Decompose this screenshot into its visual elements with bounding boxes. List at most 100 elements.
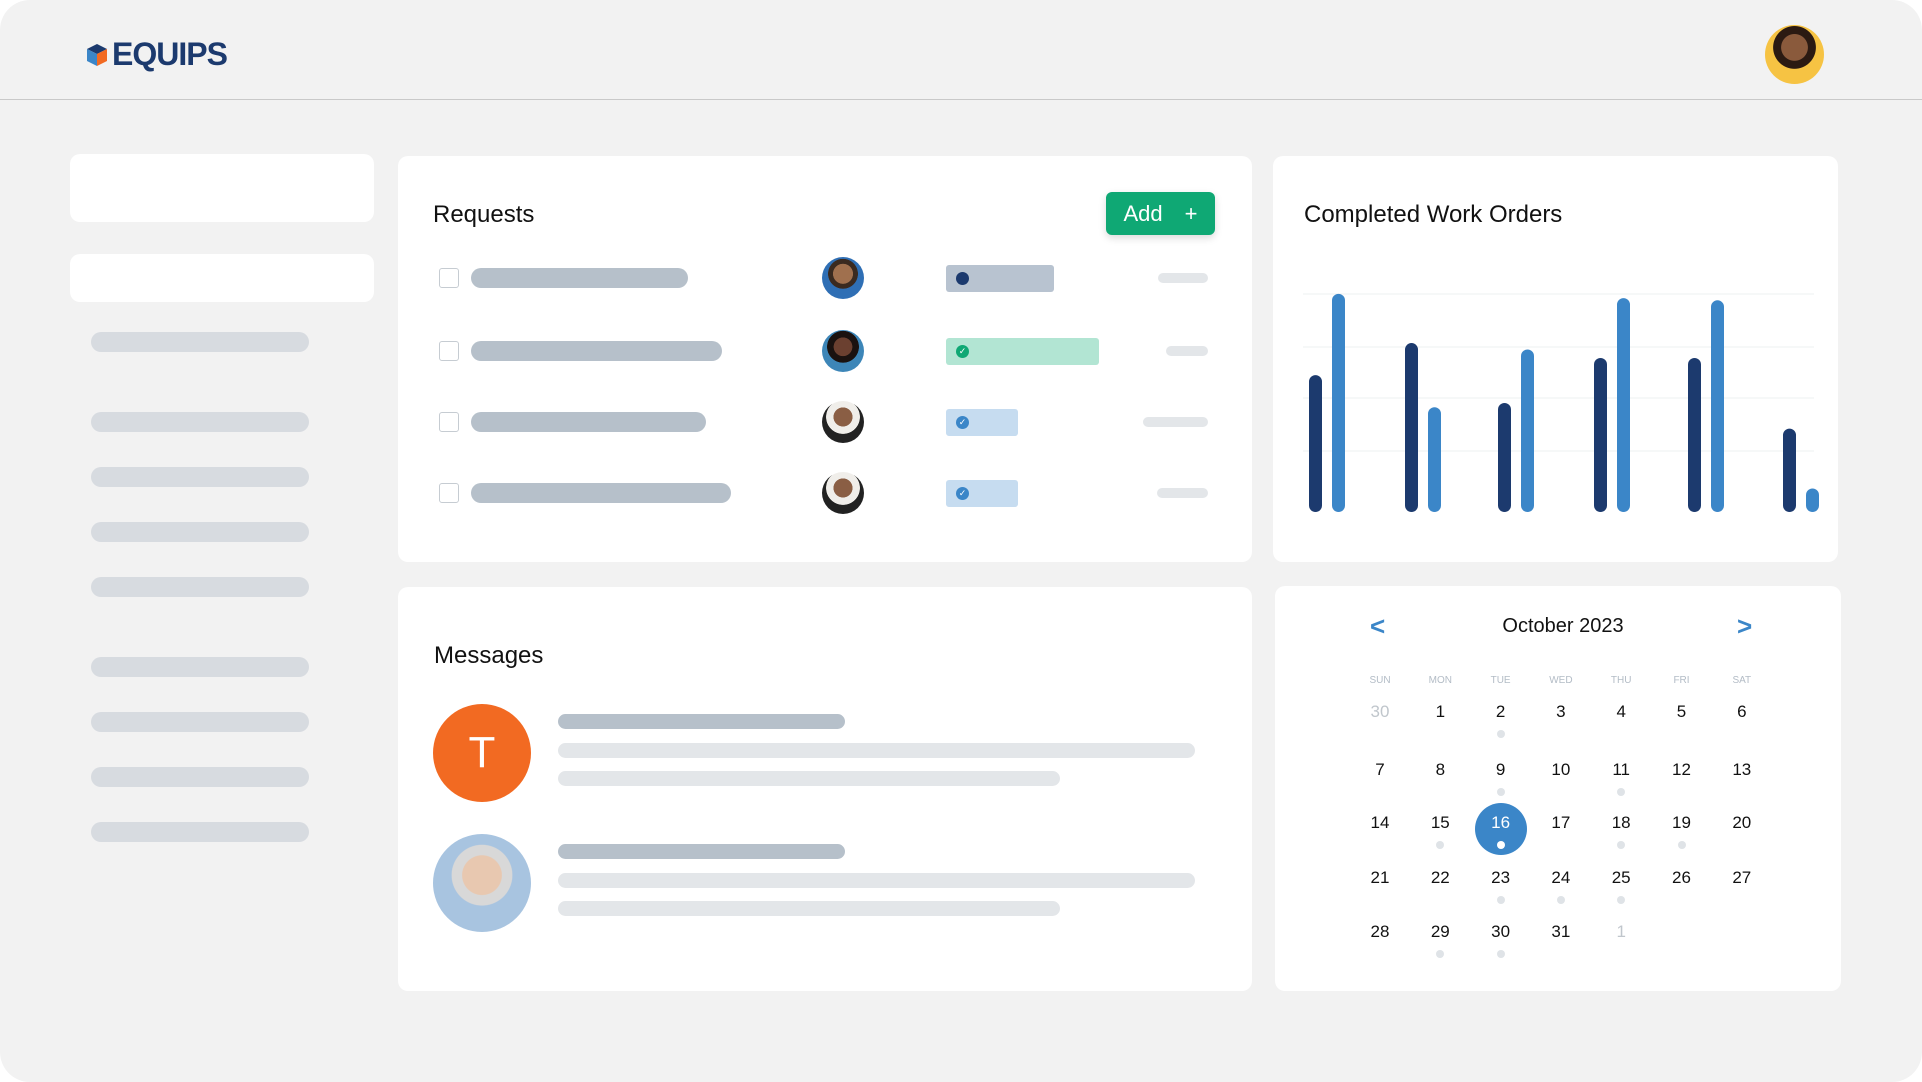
add-request-button[interactable]: Add +: [1106, 192, 1215, 235]
calendar-day[interactable]: 27: [1732, 868, 1752, 887]
bar-series1-2[interactable]: [1405, 343, 1418, 512]
calendar-day[interactable]: 19: [1672, 813, 1691, 832]
calendar-day[interactable]: 25: [1611, 868, 1631, 887]
calendar-day[interactable]: 26: [1672, 868, 1691, 887]
message-sender-placeholder: [558, 714, 845, 729]
event-dot: [1496, 841, 1505, 849]
calendar-day[interactable]: 6: [1737, 702, 1747, 721]
calendar-day[interactable]: 22: [1430, 868, 1450, 887]
calendar-day[interactable]: 21: [1370, 868, 1390, 887]
sender-initial-avatar[interactable]: T: [433, 704, 531, 802]
calendar-day[interactable]: 18: [1611, 813, 1631, 832]
calendar-day[interactable]: 24: [1551, 868, 1571, 887]
calendar-day[interactable]: 30: [1491, 922, 1511, 941]
bar-series1-4[interactable]: [1594, 358, 1607, 512]
calendar-day[interactable]: 29: [1430, 922, 1450, 941]
event-dot: [1496, 788, 1505, 796]
sidebar-item-placeholder[interactable]: [91, 657, 309, 677]
calendar-day[interactable]: 9: [1495, 760, 1506, 779]
bar-series1-1[interactable]: [1309, 375, 1322, 512]
message-sender-placeholder: [558, 844, 845, 859]
calendar-day[interactable]: 4: [1616, 702, 1626, 721]
bar-series2-1[interactable]: [1332, 293, 1345, 512]
sidebar-item-placeholder[interactable]: [91, 412, 309, 432]
sidebar-item-placeholder[interactable]: [91, 577, 309, 597]
add-label: Add: [1123, 200, 1163, 226]
calendar-day[interactable]: 10: [1551, 760, 1571, 779]
calendar-day[interactable]: 13: [1732, 760, 1752, 779]
bar-series2-3[interactable]: [1521, 349, 1534, 512]
event-dot: [1496, 896, 1505, 904]
event-dot: [1436, 841, 1445, 849]
calendar-day[interactable]: 8: [1435, 760, 1446, 779]
row-checkbox[interactable]: [439, 268, 459, 288]
status-badge: ✓: [946, 480, 1018, 507]
bar-series1-3[interactable]: [1498, 402, 1511, 512]
sidebar-block[interactable]: [70, 154, 374, 222]
calendar-day[interactable]: 3: [1556, 702, 1566, 721]
sidebar-item-placeholder[interactable]: [91, 712, 309, 732]
weekday-wed: WED: [1549, 675, 1573, 686]
prev-month-button[interactable]: <: [1370, 611, 1386, 641]
check-circle-icon: ✓: [956, 416, 969, 429]
check-circle-icon: ✓: [956, 487, 969, 500]
calendar-day[interactable]: 30: [1370, 702, 1390, 721]
row-checkbox[interactable]: [439, 341, 459, 361]
next-month-button[interactable]: >: [1737, 611, 1753, 641]
calendar-day[interactable]: 17: [1551, 813, 1571, 832]
calendar-day[interactable]: 14: [1370, 813, 1390, 832]
date-placeholder: [1143, 417, 1208, 427]
event-dot: [1617, 841, 1626, 849]
user-avatar[interactable]: [1765, 25, 1824, 84]
status-badge: [946, 265, 1054, 292]
bar-series2-2[interactable]: [1428, 407, 1441, 512]
sidebar-item-placeholder[interactable]: [91, 767, 309, 787]
calendar-day[interactable]: 1: [1435, 702, 1446, 721]
status-badge: ✓: [946, 338, 1099, 365]
weekday-tue: TUE: [1490, 675, 1511, 686]
sidebar-item-placeholder[interactable]: [91, 467, 309, 487]
weekday-sun: SUN: [1369, 675, 1391, 686]
calendar-day[interactable]: 28: [1370, 922, 1390, 941]
clock-icon: [956, 272, 969, 285]
bookmark-check-icon: ✓: [956, 345, 969, 358]
calendar-day[interactable]: 2: [1495, 702, 1506, 721]
row-checkbox[interactable]: [439, 412, 459, 432]
calendar-day[interactable]: 1: [1616, 922, 1626, 941]
assignee-avatar[interactable]: [822, 257, 864, 299]
sidebar-item-placeholder[interactable]: [91, 822, 309, 842]
calendar-day[interactable]: 20: [1732, 813, 1752, 832]
plus-icon: +: [1184, 200, 1198, 226]
cube-logo-icon: [87, 43, 107, 66]
work-orders-card: [1273, 156, 1838, 562]
message-line-placeholder: [558, 873, 1195, 888]
assignee-avatar[interactable]: [822, 401, 864, 443]
chart-title: Completed Work Orders: [1304, 201, 1563, 228]
bar-series2-4[interactable]: [1617, 298, 1630, 512]
calendar-day[interactable]: 7: [1375, 760, 1385, 779]
bar-series1-6[interactable]: [1783, 428, 1796, 512]
weekday-mon: MON: [1428, 675, 1452, 686]
assignee-avatar[interactable]: [822, 472, 864, 514]
assignee-avatar[interactable]: [822, 330, 864, 372]
calendar-day[interactable]: 16: [1491, 813, 1511, 832]
messages-card: [398, 587, 1252, 991]
bar-series2-6[interactable]: [1806, 488, 1819, 512]
calendar-day[interactable]: 15: [1430, 813, 1450, 832]
sidebar-item-placeholder[interactable]: [91, 522, 309, 542]
calendar-day[interactable]: 5: [1676, 702, 1687, 721]
bar-series2-5[interactable]: [1711, 300, 1724, 512]
bar-series1-5[interactable]: [1688, 358, 1701, 512]
sender-photo-avatar[interactable]: [433, 834, 531, 932]
calendar-card: [1275, 586, 1841, 991]
calendar-day[interactable]: 23: [1491, 868, 1511, 887]
row-checkbox[interactable]: [439, 483, 459, 503]
calendar-day[interactable]: 31: [1551, 922, 1571, 941]
sidebar-item-placeholder[interactable]: [91, 332, 309, 352]
message-line-placeholder: [558, 901, 1060, 916]
calendar-day[interactable]: 11: [1612, 760, 1631, 779]
weekday-fri: FRI: [1673, 675, 1690, 686]
sidebar-block[interactable]: [70, 254, 374, 302]
logo[interactable]: EQUIPS: [86, 36, 228, 73]
calendar-day[interactable]: 12: [1672, 760, 1691, 779]
